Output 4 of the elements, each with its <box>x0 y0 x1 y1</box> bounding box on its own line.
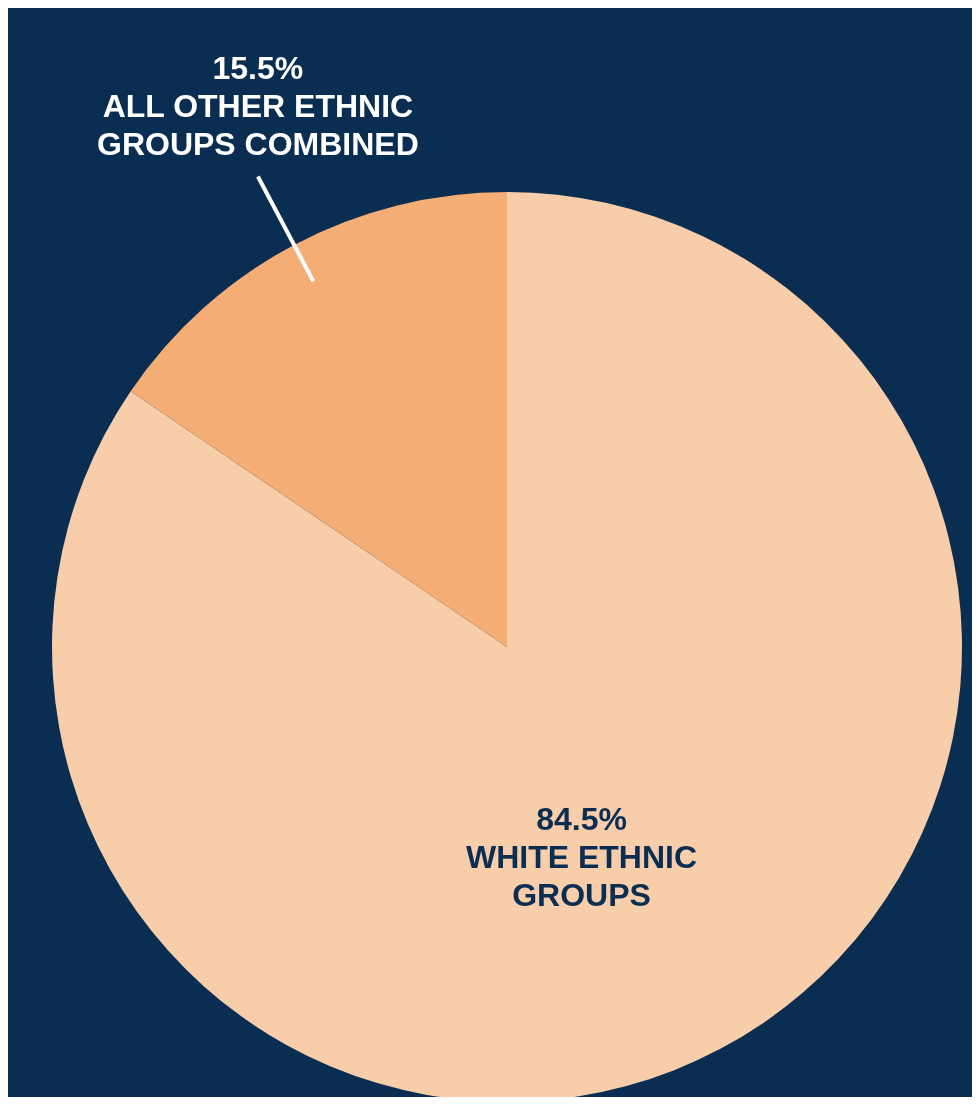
slice-label: WHITE ETHNIC GROUPS <box>465 839 698 914</box>
slice-label: ALL OTHER ETHNIC GROUPS COMBINED <box>97 87 419 162</box>
data-label: 84.5% <box>536 801 627 838</box>
data-label: 15.5% <box>212 49 304 86</box>
